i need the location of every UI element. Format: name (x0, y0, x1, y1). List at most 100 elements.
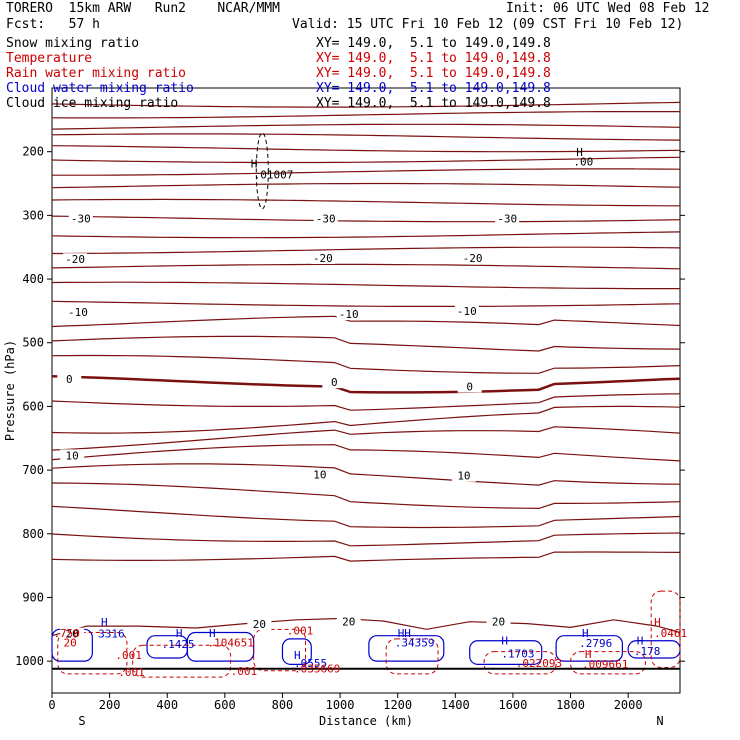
isotherm-label-bg-18 (486, 615, 511, 628)
isotherm-line-14 (51, 300, 681, 307)
x-tick-label-0: 0 (48, 698, 55, 712)
annotation-3: .00 (573, 156, 593, 169)
annotation-14: .001 (231, 665, 258, 678)
isotherm-line-2 (51, 123, 681, 130)
annotation-7: 20 (64, 637, 77, 650)
annotation-20: .34359 (395, 637, 435, 650)
rain-water-contour-0 (57, 632, 128, 675)
isotherm-label-bg-0 (68, 212, 93, 225)
annotation-21: H (501, 635, 508, 648)
x-axis-title: Distance (km) (319, 714, 413, 728)
annotation-1: .01007 (254, 168, 294, 181)
annotation-5: 3316 (98, 628, 125, 641)
isotherm-label-2: -30 (497, 212, 517, 225)
cloud-water-contour-6 (555, 635, 623, 662)
isotherm-line-0 (51, 101, 681, 108)
x-tick-label-1800: 1800 (556, 698, 585, 712)
isotherm-label-3: -20 (65, 253, 85, 266)
x-tick-label-600: 600 (214, 698, 236, 712)
isotherm-label-bg-10 (322, 376, 347, 389)
y-tick-label-1000: 1000 (15, 654, 44, 668)
y-tick-label-900: 900 (22, 590, 44, 604)
isotherm-line-17 (51, 354, 681, 374)
isotherm-label-bg-12 (60, 449, 85, 462)
annotation-31: .0461 (654, 627, 687, 640)
cloud-water-contour-5 (469, 640, 543, 665)
isotherm-label-17: 20 (342, 616, 355, 629)
isotherm-label-bg-4 (310, 251, 335, 264)
isotherm-label-bg-9 (57, 372, 82, 385)
x-tick-label-200: 200 (99, 698, 121, 712)
header-model: TORERO 15km ARW Run2 NCAR/MMM (6, 1, 280, 16)
isotherm-label-0: -30 (71, 212, 91, 225)
isotherm-line-13 (51, 281, 680, 290)
legend-cloud-water-label: Cloud water mixing ratio (6, 81, 194, 96)
annotation-10: H (176, 627, 183, 640)
annotation-23: .022093 (516, 657, 562, 670)
isotherm-label-bg-11 (457, 380, 482, 393)
isotherm-label-18: 20 (492, 616, 505, 629)
isotherm-line-26 (51, 532, 681, 547)
annotation-29: .178 (634, 645, 661, 658)
legend-rain-label: Rain water mixing ratio (6, 66, 187, 81)
isotherm-line-25 (51, 505, 681, 529)
isotherm-label-10: 0 (331, 376, 338, 389)
isotherm-label-8: -10 (457, 305, 477, 318)
header-fcst: Fcst: 57 h (6, 17, 100, 32)
isotherm-line-11 (52, 246, 681, 255)
isotherm-line-27 (51, 551, 681, 562)
rain-water-contour-3 (385, 638, 439, 675)
isotherm-label-4: -20 (313, 252, 333, 265)
isotherm-label-12: 10 (66, 449, 79, 462)
legend-temperature-range: XY= 149.0, 5.1 to 149.0,149.8 (316, 51, 551, 66)
isotherm-line-12 (51, 263, 681, 270)
annotation-26: H (585, 648, 592, 661)
legend-snow-label: Snow mixing ratio (6, 36, 140, 51)
x-tick-label-2000: 2000 (614, 698, 643, 712)
isotherm-line-4 (51, 145, 681, 153)
isotherm-label-14: 10 (457, 470, 470, 483)
annotation-12: H (209, 627, 216, 640)
isotherm-line-10 (51, 231, 681, 239)
isotherm-line-18 (51, 374, 681, 394)
legend-cloud-water-range: XY= 149.0, 5.1 to 149.0,149.8 (316, 81, 551, 96)
legend-cloud-ice-label: Cloud ice mixing ratio (6, 96, 179, 111)
rain-water-contour-6 (650, 590, 681, 669)
isotherm-label-bg-1 (313, 212, 338, 225)
y-tick-label-400: 400 (22, 272, 44, 286)
isotherm-label-bg-2 (495, 212, 520, 225)
isotherm-line-16 (51, 335, 681, 352)
legend-temperature-label: Temperature (6, 51, 93, 66)
isotherm-label-bg-15 (60, 627, 85, 640)
legend-snow-range: XY= 149.0, 5.1 to 149.0,149.8 (316, 36, 551, 51)
rain-water-contour-5 (570, 651, 646, 675)
annotation-16: H (294, 649, 301, 662)
header-valid: Valid: 15 UTC Fri 10 Feb 12 (09 CST Fri … (292, 17, 684, 32)
isotherm-line-7 (51, 182, 681, 189)
rain-water-contour-2 (253, 628, 307, 672)
isotherm-label-16: 20 (253, 618, 266, 631)
isotherm-label-13: 10 (313, 468, 326, 481)
annotation-18: .035669 (294, 663, 340, 676)
y-axis-title: Pressure (hPa) (3, 340, 17, 441)
isotherm-line-15 (51, 315, 681, 328)
annotation-30: H (654, 616, 661, 629)
y-tick-label-600: 600 (22, 399, 44, 413)
isotherm-label-bg-8 (454, 304, 479, 317)
annotation-2: H (576, 146, 583, 159)
y-tick-label-300: 300 (22, 208, 44, 222)
isotherm-line-6 (52, 168, 681, 176)
isotherm-label-bg-5 (460, 251, 485, 264)
isotherm-line-19 (51, 393, 681, 411)
isotherm-label-bg-6 (65, 306, 90, 319)
annotation-25: .2796 (579, 637, 612, 650)
x-tick-label-1200: 1200 (383, 698, 412, 712)
isotherm-line-20 (51, 405, 681, 434)
isotherm-line-24 (51, 482, 681, 510)
isotherm-label-bg-14 (451, 469, 476, 482)
header-init: Init: 06 UTC Wed 08 Feb 12 (506, 1, 710, 16)
annotation-19: HH (398, 627, 411, 640)
isotherm-label-15: 20 (66, 628, 79, 641)
isotherm-line-21 (51, 426, 681, 451)
isotherm-line-5 (51, 156, 681, 164)
